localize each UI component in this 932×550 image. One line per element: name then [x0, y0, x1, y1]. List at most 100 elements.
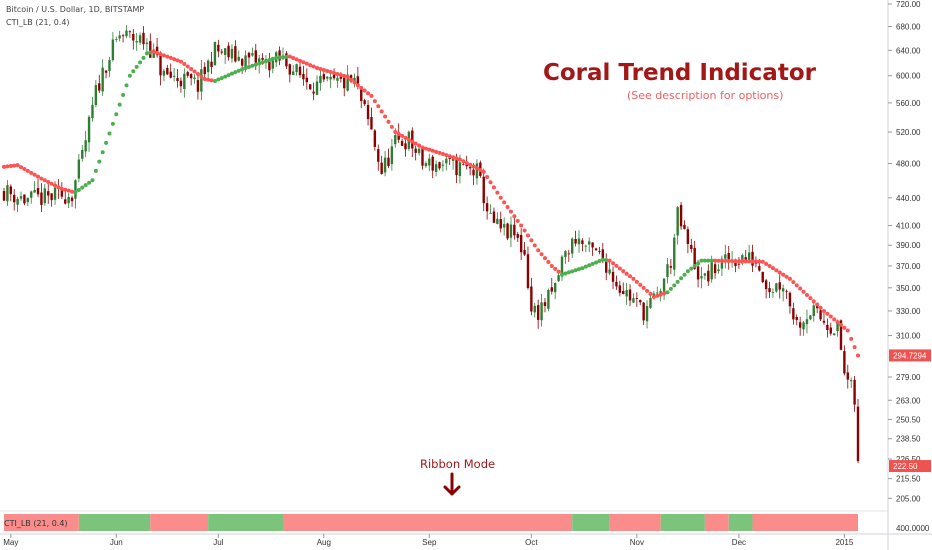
- candle: [547, 288, 550, 312]
- coral-trend-dot: [716, 258, 721, 263]
- candle-body: [727, 253, 730, 262]
- candle: [577, 230, 581, 253]
- coral-trend-dot: [124, 83, 129, 88]
- candle: [550, 277, 553, 295]
- candle: [475, 159, 479, 185]
- x-tick-label: May: [3, 538, 18, 547]
- coral-trend-dot: [559, 272, 564, 277]
- coral-trend-dot: [53, 183, 58, 188]
- candle: [642, 301, 645, 326]
- candle: [703, 272, 707, 280]
- coral-trend-dot: [658, 292, 663, 297]
- candle-body: [84, 140, 87, 152]
- coral-trend-dot: [298, 58, 303, 63]
- candle-body: [108, 59, 111, 71]
- candle: [608, 262, 611, 276]
- coral-trend-dot: [641, 285, 646, 290]
- coral-trend-dot: [512, 214, 517, 219]
- coral-trend-dot: [828, 314, 833, 319]
- candle-body: [87, 116, 91, 143]
- candle-body: [417, 148, 421, 154]
- candle-body: [142, 32, 145, 45]
- candle-body: [6, 185, 9, 202]
- coral-trend-dot: [583, 264, 588, 269]
- candle: [237, 50, 240, 62]
- candle: [298, 60, 302, 78]
- y-tick-label: 350.00: [896, 284, 921, 293]
- coral-trend-dot: [46, 180, 51, 185]
- candle-body: [404, 143, 407, 150]
- coral-trend-dot: [301, 60, 306, 65]
- candle: [166, 64, 169, 76]
- candle: [424, 161, 428, 168]
- candle-body: [679, 204, 683, 227]
- candle: [628, 284, 632, 307]
- coral-trend-dot: [519, 223, 524, 228]
- coral-trend-dot: [206, 77, 211, 82]
- candle-body: [166, 67, 169, 75]
- candle-body: [690, 244, 693, 249]
- candle-body: [764, 280, 768, 290]
- coral-trend-dot: [740, 259, 745, 264]
- coral-trend-dot: [736, 259, 741, 264]
- coral-trend-dot: [747, 259, 752, 264]
- time-axis[interactable]: May Jun Jul Aug Sep Oct Nov Dec 2015: [0, 533, 932, 547]
- candle: [666, 257, 669, 284]
- candle: [40, 183, 43, 213]
- candle-body: [431, 156, 434, 171]
- coral-trend-dot: [280, 55, 285, 60]
- candle: [846, 364, 849, 389]
- candle-body: [737, 263, 741, 265]
- candle: [516, 231, 519, 243]
- candle-body: [251, 53, 254, 56]
- candle-body: [118, 35, 121, 39]
- y-tick-label: 480.00: [896, 160, 921, 169]
- candle-body: [635, 298, 639, 299]
- y-tick-label: 410.00: [896, 222, 921, 231]
- y-tick-label: 263.00: [896, 396, 921, 405]
- candle: [360, 88, 363, 109]
- candle-body: [540, 302, 543, 321]
- coral-trend-dot: [212, 79, 217, 84]
- candle: [91, 96, 94, 122]
- coral-trend-dot: [114, 112, 119, 117]
- candle-body: [849, 380, 853, 382]
- x-tick-label: Sep: [422, 538, 437, 547]
- candle: [2, 187, 6, 202]
- candle-body: [662, 278, 666, 292]
- candle-body: [601, 249, 605, 258]
- candle: [210, 52, 213, 74]
- candle-body: [302, 74, 305, 80]
- coral-trend-dot: [798, 286, 803, 291]
- coral-trend-dot: [291, 55, 296, 60]
- coral-trend-dot: [611, 261, 616, 266]
- price-badges: 294.7294 222.50: [889, 349, 931, 473]
- coral-trend-dot: [665, 290, 670, 295]
- candle: [223, 47, 227, 64]
- coral-trend-dot: [342, 74, 347, 79]
- coral-trend-dot: [372, 99, 377, 104]
- candle: [70, 195, 74, 207]
- coral-trend-line: [2, 49, 860, 358]
- price-axis[interactable]: 720.00 680.00 640.00 600.00 560.00 520.00 480.…: [887, 0, 930, 550]
- coral-trend-dot: [713, 258, 718, 263]
- candle-body: [380, 162, 383, 174]
- candle-body: [125, 30, 128, 37]
- coral-trend-dot: [15, 163, 20, 168]
- candle-body: [383, 157, 387, 173]
- coral-trend-dot: [83, 183, 88, 188]
- candle-body: [98, 83, 101, 91]
- candle-body: [240, 59, 244, 66]
- candle: [16, 196, 19, 213]
- coral-trend-dot: [417, 143, 422, 148]
- y-tick-label: 310.00: [896, 332, 921, 341]
- ribbon-segment: [4, 514, 79, 531]
- coral-trend-dot: [240, 67, 245, 72]
- coral-trend-dot: [325, 68, 330, 73]
- coral-trend-dot: [491, 185, 496, 190]
- candle: [747, 244, 751, 261]
- candle-body: [292, 71, 295, 75]
- coral-trend-dot: [750, 259, 755, 264]
- candle-body: [223, 48, 227, 55]
